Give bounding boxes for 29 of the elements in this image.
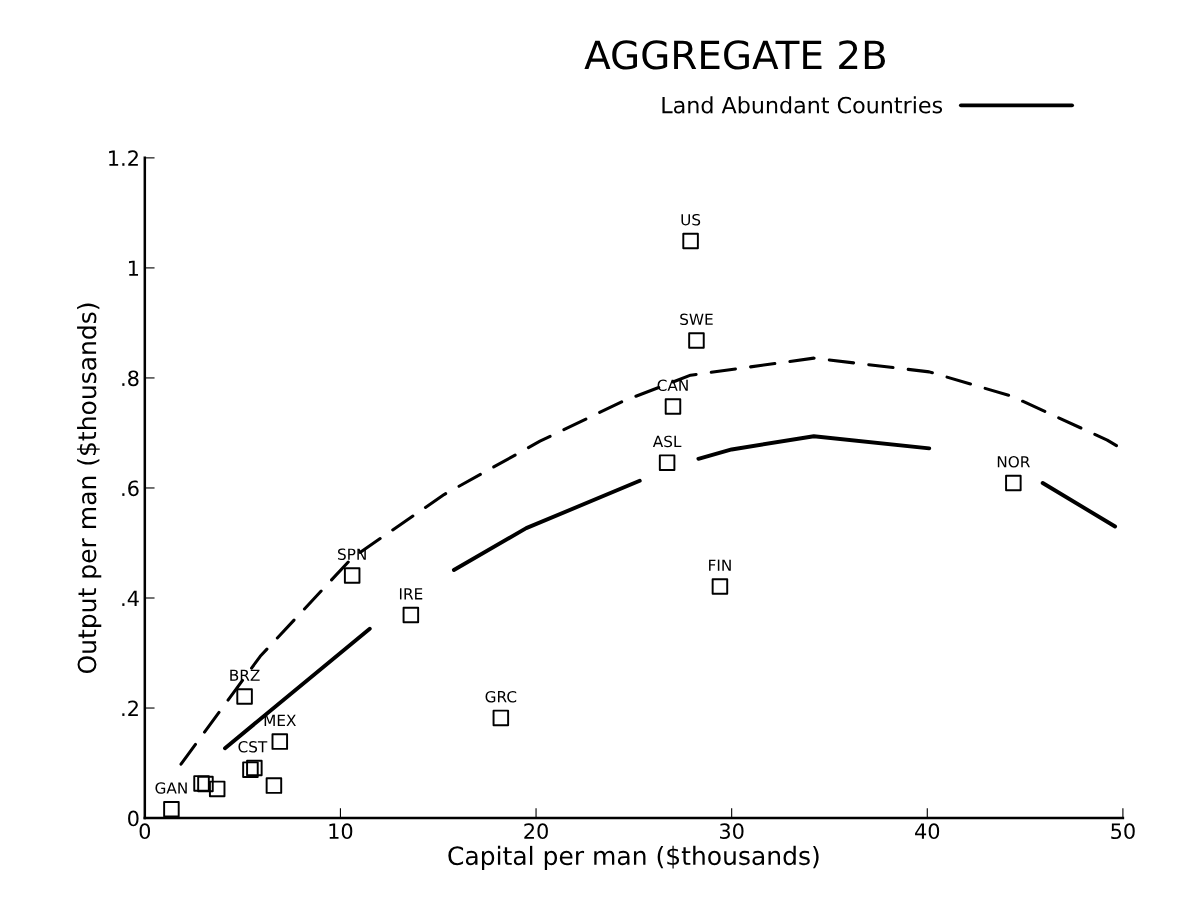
y-tick-label: 1 — [128, 260, 139, 276]
annotation: SWE — [680, 313, 713, 326]
chart-title: AGGREGATE 2B — [584, 40, 885, 70]
annotation: NOR — [997, 456, 1030, 468]
x-tick-label: 30 — [720, 823, 744, 840]
annotation: ASL — [652, 435, 682, 448]
annotation: BRZ — [230, 669, 260, 681]
y-tick-label: .2 — [122, 700, 138, 716]
x-tick-label: 40 — [915, 823, 940, 840]
annotation: GAN — [155, 782, 187, 794]
annotation: MEX — [264, 714, 296, 726]
y-tick-label: .6 — [122, 480, 139, 497]
y-tick-label: 1.2 — [109, 150, 138, 166]
annotation: GRC — [485, 690, 517, 703]
annotation: US — [681, 213, 701, 226]
y-tick-label: .8 — [122, 370, 139, 387]
x-tick-label: 50 — [1111, 823, 1135, 840]
y-tick-label: .4 — [122, 590, 139, 606]
annotation: FIN — [709, 559, 731, 571]
y-axis-title: Output per man ($thousands) — [77, 303, 102, 674]
x-tick-label: 10 — [329, 823, 353, 840]
annotation: SPN — [338, 548, 366, 560]
x-tick-label: 0 — [139, 823, 151, 840]
annotation: CST — [238, 740, 268, 753]
annotation: IRE — [399, 588, 423, 600]
y-tick-label: 0 — [128, 810, 139, 827]
text: Land Abundant Countries — [662, 96, 943, 114]
x-tick-label: 20 — [524, 823, 548, 840]
x-axis-title: Capital per man ($thousands) — [448, 845, 819, 871]
